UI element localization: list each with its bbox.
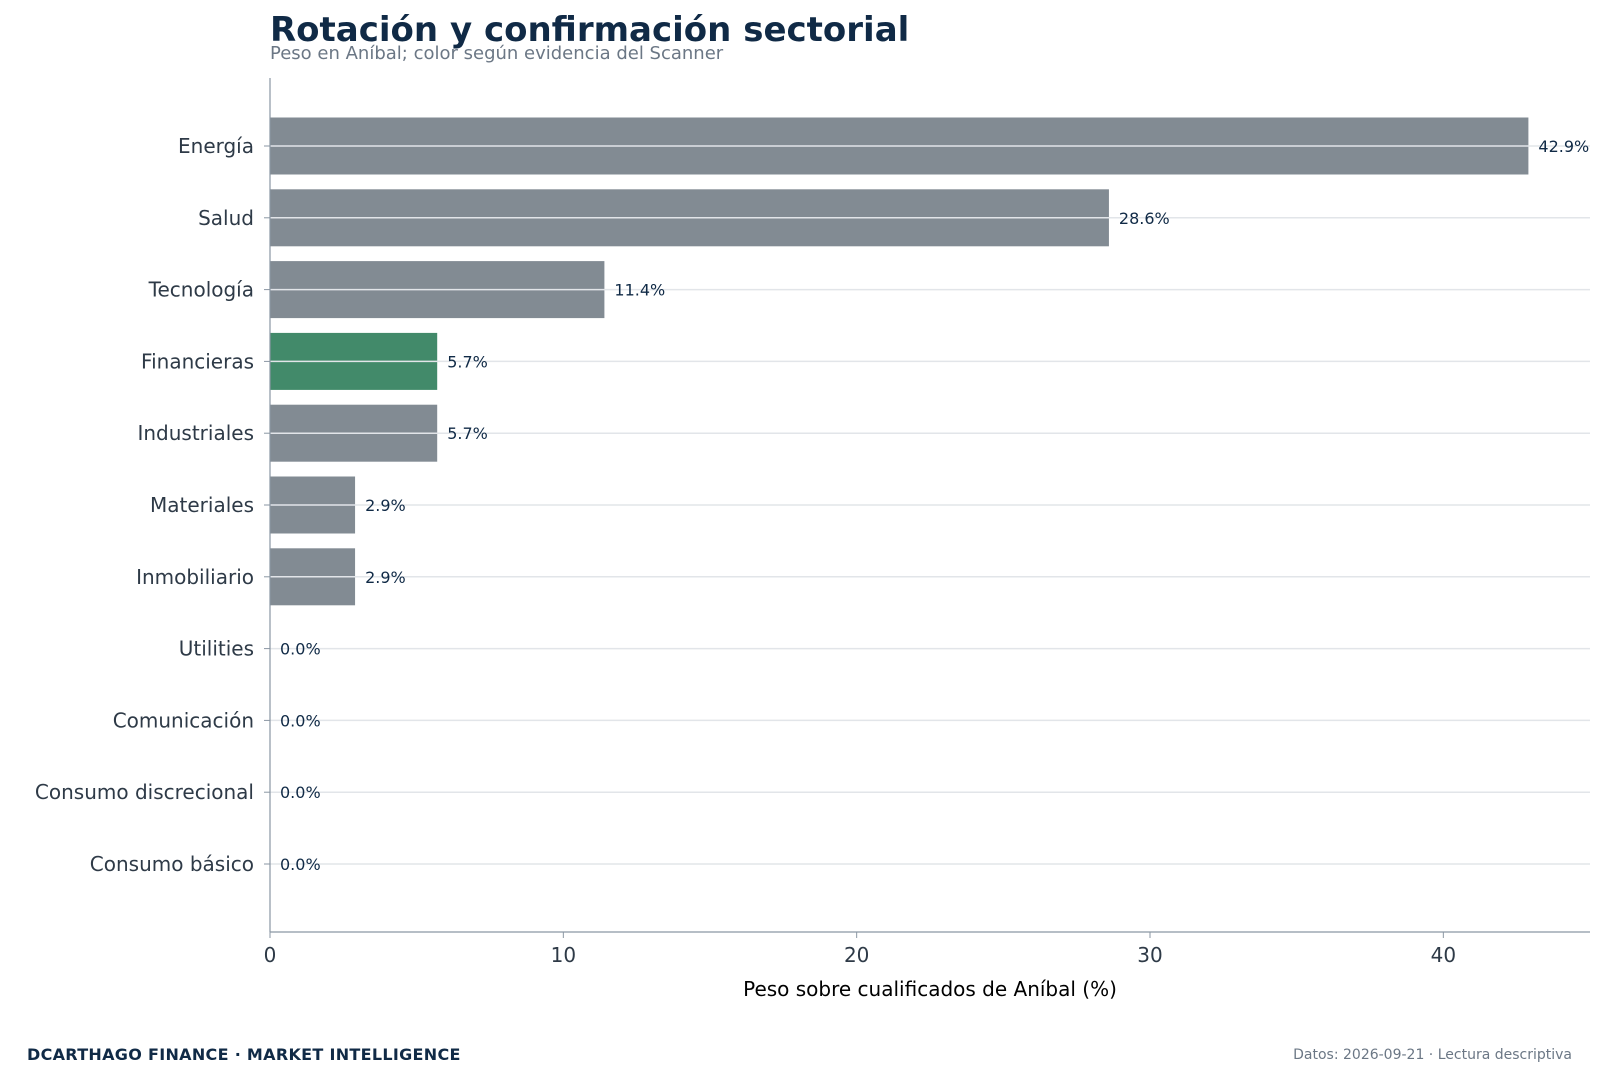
category-label-5: Materiales	[150, 493, 254, 517]
axes	[264, 78, 1590, 938]
category-label-4: Industriales	[137, 421, 254, 445]
category-label-7: Utilities	[179, 637, 254, 661]
data-label-7: 0.0%	[280, 640, 321, 659]
footer-note: Datos: 2026-09-21 · Lectura descriptiva	[1293, 1047, 1572, 1063]
footer-brand: DCARTHAGO FINANCE · MARKET INTELLIGENCE	[27, 1045, 461, 1064]
x-tick-label-3: 30	[1137, 943, 1162, 967]
x-tick-label-1: 10	[551, 943, 576, 967]
data-label-9: 0.0%	[280, 783, 321, 802]
x-tick-label-0: 0	[264, 943, 277, 967]
chart-title: Rotación y confirmación sectorial	[270, 10, 910, 50]
category-label-8: Comunicación	[113, 708, 254, 732]
data-label-4: 5.7%	[447, 424, 488, 443]
data-label-1: 28.6%	[1119, 209, 1170, 228]
category-label-3: Financieras	[141, 349, 254, 373]
data-label-3: 5.7%	[447, 352, 488, 371]
x-tick-label-4: 40	[1431, 943, 1456, 967]
category-label-9: Consumo discrecional	[35, 780, 254, 804]
chart-subtitle: Peso en Aníbal; color según evidencia de…	[270, 43, 724, 64]
category-label-2: Tecnología	[148, 278, 254, 302]
data-label-6: 2.9%	[365, 568, 406, 587]
data-label-10: 0.0%	[280, 855, 321, 874]
x-axis-label: Peso sobre cualificados de Aníbal (%)	[743, 977, 1117, 1001]
category-label-6: Inmobiliario	[136, 565, 254, 589]
labels: Energía 42.9% Salud 28.6% Tecnología 11.4% Fin…	[35, 134, 1589, 967]
category-label-1: Salud	[198, 206, 254, 230]
bar-chart: Energía 42.9% Salud 28.6% Tecnología 11.4% Fin…	[35, 78, 1590, 1001]
category-label-10: Consumo básico	[90, 852, 254, 876]
x-tick-label-2: 20	[844, 943, 869, 967]
data-label-2: 11.4%	[614, 281, 665, 300]
data-label-8: 0.0%	[280, 711, 321, 730]
data-label-0: 42.9%	[1538, 137, 1589, 156]
data-label-5: 2.9%	[365, 496, 406, 515]
category-label-0: Energía	[178, 134, 254, 158]
